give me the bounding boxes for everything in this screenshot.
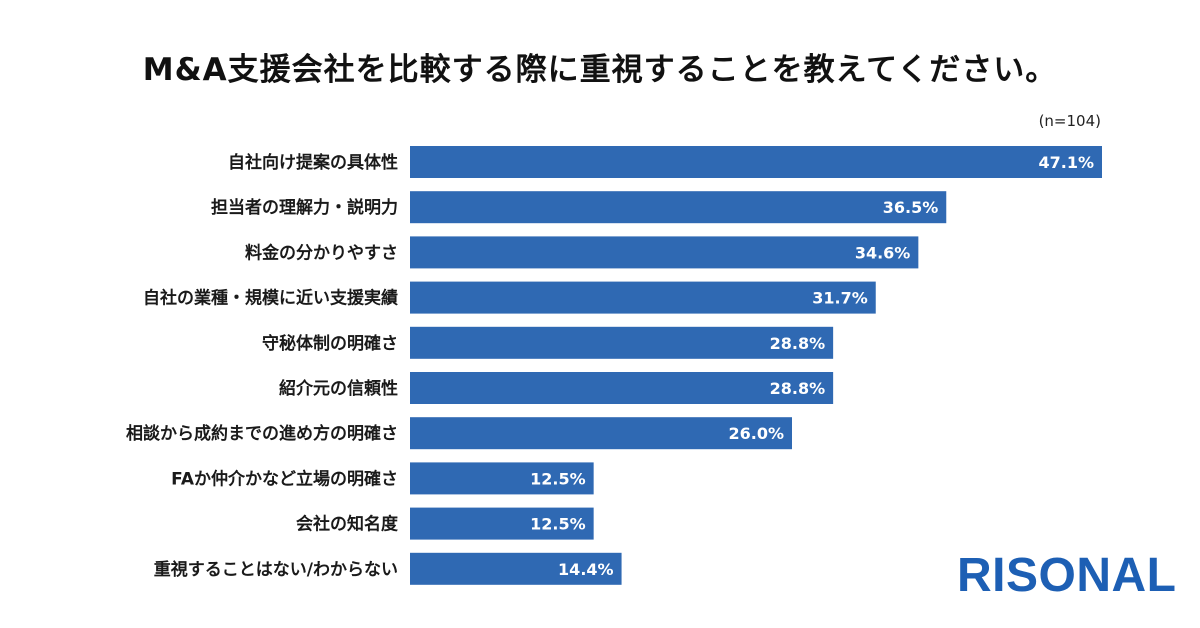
bar [410, 372, 834, 404]
bar [410, 236, 919, 269]
value-label: 26.0% [728, 424, 784, 443]
category-label: 担当者の理解力・説明力 [211, 197, 398, 218]
bar [410, 552, 622, 585]
bar [410, 417, 792, 450]
value-label: 14.4% [558, 560, 614, 579]
bar [410, 146, 1102, 178]
bar [410, 462, 594, 495]
value-label: 31.7% [812, 289, 868, 308]
category-label: 紹介元の信頼性 [279, 378, 398, 399]
value-label: 28.8% [770, 334, 826, 353]
value-label: 47.1% [1038, 153, 1094, 172]
category-label: 料金の分かりやすさ [245, 242, 398, 263]
brand-logo: RISONAL [957, 549, 1177, 602]
bar [410, 281, 876, 314]
bar [410, 507, 594, 540]
value-label: 12.5% [530, 469, 586, 488]
category-label: 重視することはない/わからない [154, 559, 398, 580]
category-label: 相談から成約までの進め方の明確さ [126, 423, 398, 444]
category-label: 自社向け提案の具体性 [228, 152, 398, 173]
chart-title: M&A支援会社を比較する際に重視することを教えてください。 [142, 52, 1058, 88]
category-label: 会社の知名度 [296, 514, 399, 535]
bar [410, 191, 947, 224]
value-label: 28.8% [770, 379, 826, 398]
category-label: FAか仲介かなど立場の明確さ [171, 468, 398, 489]
sample-size-label: (n=104) [1038, 112, 1101, 130]
value-label: 12.5% [530, 515, 586, 534]
value-label: 34.6% [855, 243, 911, 262]
category-label: 自社の業種・規模に近い支援実績 [143, 288, 398, 309]
bar [410, 326, 834, 359]
category-label: 守秘体制の明確さ [262, 333, 398, 354]
value-label: 36.5% [883, 198, 939, 217]
